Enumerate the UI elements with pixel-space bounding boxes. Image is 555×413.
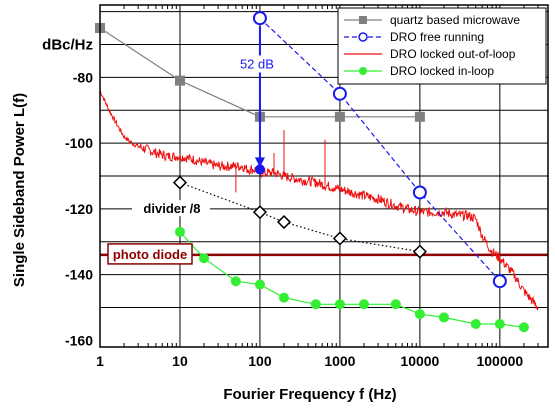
x-tick-label: 10: [172, 353, 188, 369]
divider-8-point: [332, 231, 347, 246]
dro-locked-in-loop-point: [310, 299, 321, 310]
x-tick-label: 10000: [400, 353, 439, 369]
y-unit-label: dBc/Hz: [42, 36, 93, 53]
y-axis-title: Single Sideband Power L(f): [11, 93, 28, 287]
dro-free-running-legend-marker: [358, 32, 368, 42]
dro-locked-in-loop-point: [390, 299, 401, 310]
dro-locked-in-loop-legend-label: DRO locked in-loop: [390, 64, 494, 78]
divider-label-backing: [131, 200, 210, 217]
dro-locked-in-loop-point: [199, 253, 210, 264]
divider-8-point: [252, 205, 268, 220]
dro-locked-in-loop-legend-marker: [359, 67, 367, 75]
gap-label-backing: [233, 55, 282, 73]
annotations: 52 dB divider /8 photo diode: [107, 26, 282, 265]
axes: 1 10 100 1000 10000 100000 -80 -100 -120 -140 -160…: [42, 4, 549, 369]
gap-arrow-head: [254, 157, 265, 168]
x-tick-label: 1: [96, 353, 104, 369]
x-tick-label: 1000: [324, 353, 355, 369]
dro-locked-in-loop-point: [334, 299, 345, 310]
dro-locked-in-loop-point: [494, 318, 505, 329]
dro-free-running-point: [332, 86, 347, 101]
quartz-based-microwave-point: [334, 111, 345, 122]
dro-locked-in-loop-point: [518, 322, 529, 333]
y-tick-label: -80: [73, 69, 93, 85]
divider-8-point: [276, 214, 292, 230]
dro-locked-in-loop-point: [230, 276, 241, 287]
y-tick-label: -120: [65, 201, 93, 217]
divider-8-point: [172, 175, 188, 190]
dro-locked-in-loop-point: [279, 292, 290, 303]
x-tick-label: 100000: [476, 353, 523, 369]
photo-diode-label-box: [107, 243, 193, 265]
divider-8-line: [179, 182, 420, 253]
dro-locked-in-loop-point: [438, 312, 449, 323]
dro-locked-out-of-loop-legend-label: DRO locked out-of-loop: [390, 47, 516, 61]
photo-diode-label: photo diode: [113, 247, 187, 262]
gap-arrow-endpoint: [254, 164, 265, 175]
dro-locked-in-loop-point: [254, 279, 265, 290]
quartz-based-microwave-legend-marker: [359, 16, 367, 24]
plot-frame: [99, 4, 549, 348]
x-tick-label: 100: [248, 353, 272, 369]
dro-free-running-point: [492, 274, 507, 289]
dro-locked-in-loop-point: [174, 226, 185, 237]
y-tick-label: -100: [65, 135, 93, 151]
quartz-based-microwave-point: [414, 111, 425, 122]
dro-free-running-point: [412, 185, 427, 200]
x-axis-title: Fourier Frequency f (Hz): [223, 386, 396, 403]
divider-label: divider /8: [143, 201, 200, 216]
dro-locked-in-loop-point: [414, 309, 425, 320]
dro-locked-in-loop-point: [470, 318, 481, 329]
dro-free-running-line: [259, 17, 501, 282]
dro-locked-in-loop-point: [358, 299, 369, 310]
gap-label: 52 dB: [240, 56, 274, 71]
y-tick-label: -160: [65, 332, 93, 348]
divider-8-point: [412, 244, 427, 259]
dro-free-running-point: [252, 11, 267, 26]
dro-free-running-legend-label: DRO free running: [390, 30, 484, 44]
quartz-based-microwave-point: [174, 75, 185, 86]
y-tick-label: -140: [65, 267, 93, 283]
quartz-based-microwave-legend-label: quartz based microwave: [390, 13, 520, 27]
legend: quartz based microwave DRO free running DR…: [337, 7, 547, 85]
